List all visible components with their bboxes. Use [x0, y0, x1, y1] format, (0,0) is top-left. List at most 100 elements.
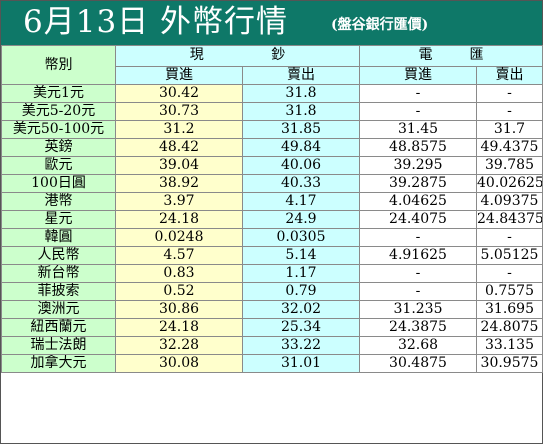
currency-name: 人民幣 [1, 246, 116, 265]
wire-sell-rate: 49.4375 [476, 138, 543, 157]
wire-sell-rate: 0.7575 [476, 282, 543, 301]
cash-buy-rate: 30.86 [115, 300, 243, 319]
table-row: 澳洲元 30.86 32.02 31.235 31.695 [1, 300, 543, 319]
wire-buy-header: 買進 [359, 65, 477, 86]
wire-sell-rate: 33.135 [476, 336, 543, 355]
cash-buy-header: 買進 [115, 65, 243, 86]
table-row: 100日圓 38.92 40.33 39.2875 40.02625 [1, 174, 543, 193]
currency-name: 星元 [1, 210, 116, 229]
wire-buy-rate: - [359, 264, 477, 283]
wire-sell-rate: - [476, 102, 543, 121]
cash-sell-rate: 0.79 [242, 282, 360, 301]
wire-buy-rate: - [359, 282, 477, 301]
currency-name: 美元1元 [1, 84, 116, 103]
cash-sell-rate: 32.02 [242, 300, 360, 319]
table-row: 新台幣 0.83 1.17 - - [1, 264, 543, 283]
table-row: 加拿大元 30.08 31.01 30.4875 30.9575 [1, 354, 543, 373]
cash-buy-rate: 31.2 [115, 120, 243, 139]
wire-buy-rate: 24.4075 [359, 210, 477, 229]
currency-name: 加拿大元 [1, 354, 116, 373]
wire-buy-rate: 32.68 [359, 336, 477, 355]
wire-buy-rate: 30.4875 [359, 354, 477, 373]
wire-buy-rate: 39.295 [359, 156, 477, 175]
cash-buy-rate: 3.97 [115, 192, 243, 211]
wire-buy-rate: 48.8575 [359, 138, 477, 157]
currency-name: 瑞士法朗 [1, 336, 116, 355]
header-row-sub: 買進 賣出 買進 賣出 [2, 65, 543, 86]
currency-name: 新台幣 [1, 264, 116, 283]
wire-buy-rate: 39.2875 [359, 174, 477, 193]
wire-sell-rate: 30.9575 [476, 354, 543, 373]
table-row: 菲披索 0.52 0.79 - 0.7575 [1, 282, 543, 301]
currency-name: 歐元 [1, 156, 116, 175]
cash-buy-rate: 0.52 [115, 282, 243, 301]
cash-sell-rate: 5.14 [242, 246, 360, 265]
currency-name: 英鎊 [1, 138, 116, 157]
table-row: 歐元 39.04 40.06 39.295 39.785 [1, 156, 543, 175]
currency-name: 美元5-20元 [1, 102, 116, 121]
cash-group-label-1: 現 [189, 47, 204, 64]
cash-buy-rate: 38.92 [115, 174, 243, 193]
wire-buy-rate: 4.04625 [359, 192, 477, 211]
cash-sell-header: 賣出 [242, 65, 360, 86]
cash-buy-rate: 39.04 [115, 156, 243, 175]
wire-buy-rate: - [359, 84, 477, 103]
currency-column-header: 幣別 [1, 45, 116, 85]
wire-buy-rate: 31.235 [359, 300, 477, 319]
wire-sell-rate: 24.84375 [476, 210, 543, 229]
cash-sell-rate: 1.17 [242, 264, 360, 283]
cash-sell-rate: 31.85 [242, 120, 360, 139]
exchange-rate-table: 幣別 現 鈔 電 匯 買進 賣出 買進 賣出 美元1元 30.42 [1, 45, 543, 373]
cash-buy-rate: 30.08 [115, 354, 243, 373]
table-row: 瑞士法朗 32.28 33.22 32.68 33.135 [1, 336, 543, 355]
wire-group-header: 電 匯 [359, 45, 543, 67]
bank-source-label: (盤谷銀行匯價) [331, 17, 429, 33]
cash-buy-rate: 24.18 [115, 318, 243, 337]
wire-sell-rate: 31.695 [476, 300, 543, 319]
wire-sell-rate: - [476, 84, 543, 103]
currency-name: 港幣 [1, 192, 116, 211]
cash-buy-rate: 32.28 [115, 336, 243, 355]
wire-group-label-1: 電 [418, 47, 433, 64]
cash-sell-rate: 24.9 [242, 210, 360, 229]
wire-sell-rate: 40.02625 [476, 174, 543, 193]
cash-sell-rate: 49.84 [242, 138, 360, 157]
cash-sell-rate: 31.8 [242, 102, 360, 121]
cash-sell-rate: 25.34 [242, 318, 360, 337]
cash-buy-rate: 24.18 [115, 210, 243, 229]
wire-buy-rate: 4.91625 [359, 246, 477, 265]
currency-name: 100日圓 [1, 174, 116, 193]
cash-buy-rate: 48.42 [115, 138, 243, 157]
cash-sell-rate: 40.06 [242, 156, 360, 175]
cash-sell-rate: 31.8 [242, 84, 360, 103]
currency-name: 美元50-100元 [1, 120, 116, 139]
wire-sell-rate: 24.8075 [476, 318, 543, 337]
table-row: 星元 24.18 24.9 24.4075 24.84375 [1, 210, 543, 229]
wire-buy-rate: - [359, 102, 477, 121]
table-row: 英鎊 48.42 49.84 48.8575 49.4375 [1, 138, 543, 157]
table-row: 美元50-100元 31.2 31.85 31.45 31.7 [1, 120, 543, 139]
title-bar: 6月13日 外幣行情 (盤谷銀行匯價) [1, 1, 542, 45]
wire-sell-rate: 5.05125 [476, 246, 543, 265]
wire-buy-rate: - [359, 228, 477, 247]
cash-group-label-2: 鈔 [271, 47, 286, 64]
cash-sell-rate: 4.17 [242, 192, 360, 211]
table-row: 港幣 3.97 4.17 4.04625 4.09375 [1, 192, 543, 211]
cash-buy-rate: 0.83 [115, 264, 243, 283]
cash-sell-rate: 40.33 [242, 174, 360, 193]
wire-sell-rate: 39.785 [476, 156, 543, 175]
wire-sell-rate: - [476, 228, 543, 247]
cash-group-header: 現 鈔 [115, 45, 360, 67]
cash-buy-rate: 30.73 [115, 102, 243, 121]
wire-group-label-2: 匯 [469, 47, 484, 64]
currency-name: 韓圓 [1, 228, 116, 247]
page-title: 6月13日 外幣行情 [23, 4, 289, 40]
currency-name: 澳洲元 [1, 300, 116, 319]
cash-buy-rate: 4.57 [115, 246, 243, 265]
table-row: 人民幣 4.57 5.14 4.91625 5.05125 [1, 246, 543, 265]
table-row: 紐西蘭元 24.18 25.34 24.3875 24.8075 [1, 318, 543, 337]
cash-buy-rate: 0.0248 [115, 228, 243, 247]
wire-sell-header: 賣出 [476, 65, 543, 86]
wire-buy-rate: 24.3875 [359, 318, 477, 337]
